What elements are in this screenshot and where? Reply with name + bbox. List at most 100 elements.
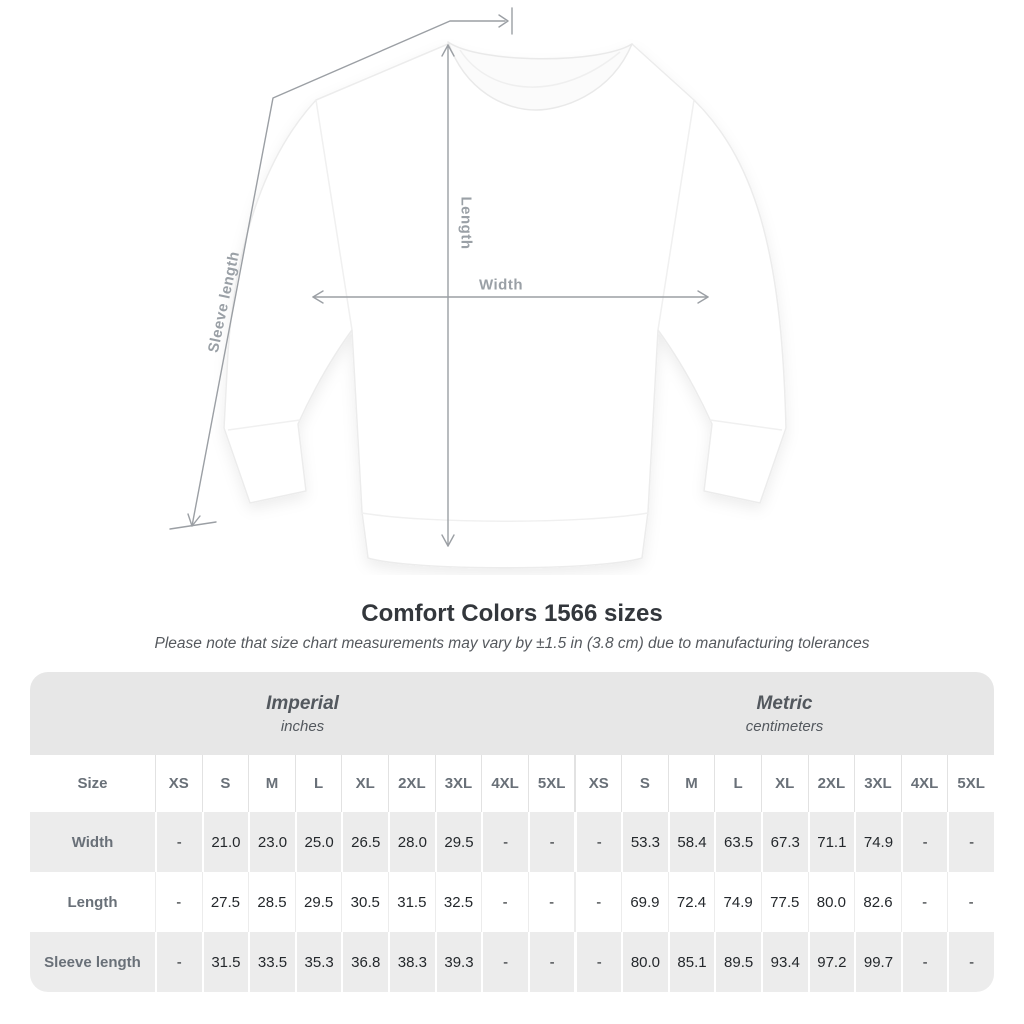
table-cell: - — [574, 872, 621, 932]
size-col-imperial-5xl: 5XL — [527, 755, 575, 812]
sleeve-length-arrow — [169, 7, 513, 530]
size-col-imperial-l: L — [294, 755, 342, 812]
table-cell: 97.2 — [807, 932, 855, 992]
size-col-imperial-2xl: 2XL — [388, 755, 435, 812]
table-cell: - — [527, 812, 575, 872]
table-cell: 67.3 — [760, 812, 808, 872]
table-cell: - — [900, 932, 948, 992]
length-measure-label: Length — [457, 196, 475, 250]
sweatshirt-seams — [227, 99, 783, 522]
table-cell: - — [900, 872, 948, 932]
table-cell: 39.3 — [434, 932, 482, 992]
size-col-metric-m: M — [667, 755, 715, 812]
size-col-metric-l: L — [714, 755, 761, 812]
length-arrow — [441, 44, 455, 547]
table-cell: 30.5 — [341, 872, 388, 932]
size-col-metric-3xl: 3XL — [854, 755, 901, 812]
table-cell: 27.5 — [201, 872, 249, 932]
size-col-metric-2xl: 2XL — [807, 755, 855, 812]
table-cell: - — [947, 932, 994, 992]
size-col-imperial-xs: XS — [155, 755, 202, 812]
table-cell: - — [155, 872, 202, 932]
table-cell: 53.3 — [621, 812, 668, 872]
size-column-header: Size — [77, 775, 108, 792]
table-cell: 80.0 — [807, 872, 855, 932]
table-cell: - — [481, 872, 528, 932]
imperial-section-header: Imperial inches — [30, 672, 575, 755]
table-cell: 36.8 — [341, 932, 388, 992]
table-cell: - — [900, 812, 948, 872]
row-label: Length — [67, 893, 118, 911]
width-arrow — [312, 290, 709, 304]
table-cell: - — [155, 812, 202, 872]
table-cell: 31.5 — [388, 872, 435, 932]
table-cell: - — [481, 812, 528, 872]
table-cell: 28.5 — [248, 872, 295, 932]
table-cell: - — [947, 872, 994, 932]
imperial-label: Imperial — [266, 692, 339, 714]
page-title: Comfort Colors 1566 sizes — [361, 600, 663, 627]
table-cell: 72.4 — [667, 872, 715, 932]
size-col-imperial-m: M — [248, 755, 295, 812]
table-cell: 23.0 — [248, 812, 295, 872]
table-cell: 26.5 — [341, 812, 388, 872]
size-col-metric-s: S — [621, 755, 668, 812]
table-cell: 32.5 — [434, 872, 482, 932]
row-label: Sleeve length — [44, 953, 141, 971]
table-cell: 77.5 — [760, 872, 808, 932]
size-col-imperial-4xl: 4XL — [481, 755, 528, 812]
table-cell: 74.9 — [854, 812, 901, 872]
sweatshirt-body — [223, 43, 787, 569]
table-cell: 31.5 — [201, 932, 249, 992]
table-cell: 80.0 — [621, 932, 668, 992]
table-cell: 28.0 — [388, 812, 435, 872]
table-cell: - — [947, 812, 994, 872]
table-cell: - — [481, 932, 528, 992]
metric-section-header: Metric centimeters — [575, 672, 994, 755]
table-cell: 29.5 — [434, 812, 482, 872]
size-col-metric-4xl: 4XL — [900, 755, 948, 812]
table-cell: 69.9 — [621, 872, 668, 932]
table-cell: 35.3 — [294, 932, 342, 992]
size-table: Imperial inches Metric centimeters Size … — [30, 672, 994, 992]
metric-label: Metric — [756, 692, 813, 714]
table-cell: 71.1 — [807, 812, 855, 872]
size-col-metric-xl: XL — [760, 755, 808, 812]
table-row-width: Width - 21.0 23.0 25.0 26.5 28.0 29.5 - … — [30, 812, 994, 872]
sweatshirt-illustration — [169, 7, 787, 569]
table-cell: 93.4 — [760, 932, 808, 992]
table-cell: - — [155, 932, 202, 992]
sweatshirt-collar — [447, 41, 633, 111]
metric-unit: centimeters — [745, 717, 824, 735]
table-cell: - — [574, 932, 621, 992]
table-row-length: Length - 27.5 28.5 29.5 30.5 31.5 32.5 -… — [30, 872, 994, 932]
table-cell: 74.9 — [714, 872, 761, 932]
table-cell: 38.3 — [388, 932, 435, 992]
table-cell: 33.5 — [248, 932, 295, 992]
size-col-imperial-xl: XL — [341, 755, 388, 812]
table-cell: 25.0 — [294, 812, 342, 872]
table-cell: 99.7 — [854, 932, 901, 992]
table-cell: - — [574, 812, 621, 872]
row-label: Width — [71, 833, 114, 851]
unit-band: Imperial inches Metric centimeters — [30, 672, 994, 755]
size-col-metric-xs: XS — [574, 755, 621, 812]
tolerance-note: Please note that size chart measurements… — [154, 635, 870, 652]
width-measure-label: Width — [478, 276, 524, 294]
table-cell: 63.5 — [714, 812, 761, 872]
table-cell: 85.1 — [667, 932, 715, 992]
size-col-imperial-3xl: 3XL — [434, 755, 482, 812]
size-header-row: Size XS S M L XL 2XL 3XL 4XL 5XL XS S M … — [30, 755, 994, 812]
imperial-unit: inches — [280, 717, 325, 735]
table-cell: - — [527, 872, 575, 932]
caption: Comfort Colors 1566 sizes Please note th… — [0, 600, 1024, 653]
table-cell: 21.0 — [201, 812, 249, 872]
table-cell: 89.5 — [714, 932, 761, 992]
sweatshirt-measurement-diagram: Length Width Sleeve length — [169, 7, 787, 569]
size-col-metric-5xl: 5XL — [947, 755, 994, 812]
table-cell: 58.4 — [667, 812, 715, 872]
table-cell: 82.6 — [854, 872, 901, 932]
table-cell: - — [527, 932, 575, 992]
table-cell: 29.5 — [294, 872, 342, 932]
